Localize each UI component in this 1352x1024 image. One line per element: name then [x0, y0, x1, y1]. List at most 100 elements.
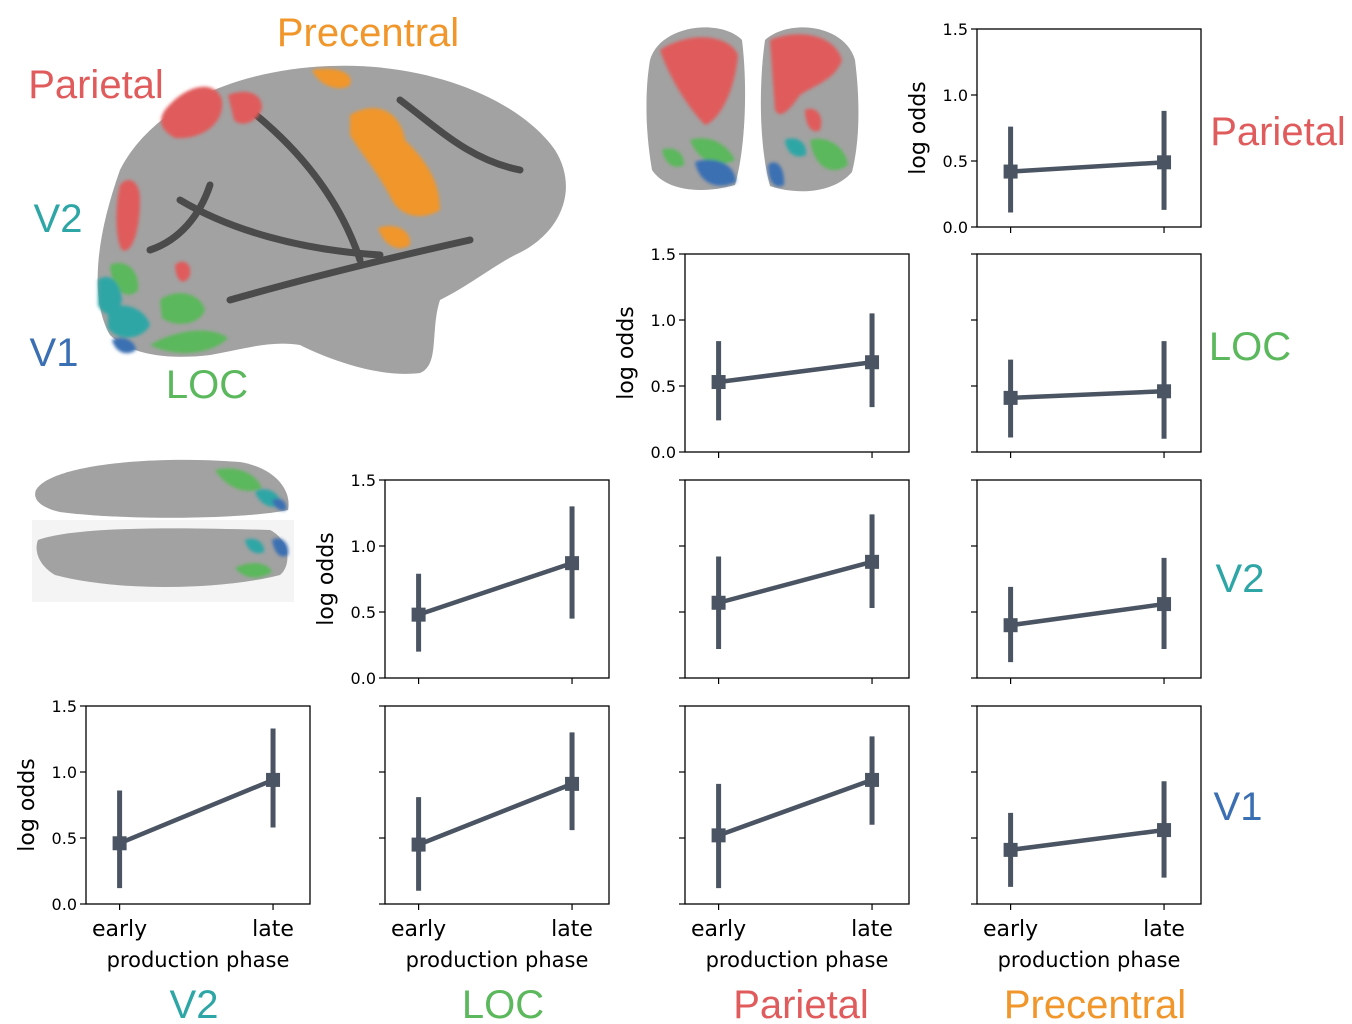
data-point-late [865, 772, 880, 787]
posterior-brain-image [646, 27, 859, 192]
series-line [1010, 160, 1165, 174]
row-label-v2: V2 [1216, 557, 1265, 601]
y-tick-label: 0.5 [651, 377, 676, 396]
panel-frame [384, 479, 610, 679]
x-axis-label: production phase [406, 948, 589, 972]
row-label-loc: LOC [1209, 325, 1291, 369]
panel-frame [85, 705, 311, 905]
y-tick-label: 0.0 [351, 669, 376, 688]
y-axis-label: log odds [314, 532, 339, 625]
y-tick-label: 0.5 [943, 152, 968, 171]
ventral-brain-image [32, 459, 294, 602]
y-tick-label: 1.5 [52, 697, 77, 716]
y-tick-label: 0.0 [52, 895, 77, 914]
y-axis-label: log odds [614, 306, 639, 399]
panel-frame [976, 253, 1202, 453]
series-line [1010, 389, 1165, 401]
x-tick-label: late [851, 917, 893, 942]
panel-frame [976, 705, 1202, 905]
panel-frame [684, 479, 910, 679]
y-tick-label: 1.5 [943, 20, 968, 39]
x-tick-label: early [983, 917, 1038, 942]
panel-v2-precentral [971, 479, 1202, 684]
col-label-precentral: Precentral [1004, 983, 1186, 1024]
y-tick-label: 1.0 [52, 763, 77, 782]
data-point-early [711, 595, 726, 610]
x-axis-label: production phase [998, 948, 1181, 972]
y-tick-label: 1.5 [351, 471, 376, 490]
data-point-early [1003, 390, 1018, 405]
data-point-early [112, 836, 127, 851]
data-point-late [266, 772, 281, 787]
lateral-brain-texture [97, 65, 566, 374]
panel-v1-precentral: early late production phase [971, 705, 1202, 972]
col-label-parietal: Parietal [733, 983, 869, 1024]
y-tick-label: 0.0 [943, 218, 968, 237]
row-label-v1: V1 [1214, 785, 1263, 829]
x-axis-label: production phase [706, 948, 889, 972]
panel-grid: 0.0 0.5 1.0 1.5 log odds 0.0 0.5 1.0 1.5 log odds… [15, 20, 1202, 972]
data-point-early [711, 828, 726, 843]
data-point-late [865, 554, 880, 569]
y-tick-label: 0.0 [651, 443, 676, 462]
data-point-early [411, 837, 426, 852]
col-label-v2: V2 [170, 983, 219, 1024]
x-axis-label: production phase [107, 948, 290, 972]
y-tick-label: 0.5 [351, 603, 376, 622]
panel-loc-precentral [971, 253, 1202, 458]
data-point-early [411, 607, 426, 622]
data-point-late [1157, 384, 1172, 399]
brain-label-parietal: Parietal [28, 63, 164, 107]
series-line [717, 777, 873, 838]
series-line [718, 559, 873, 605]
data-point-late [565, 556, 580, 571]
series-line [118, 777, 274, 846]
panel-frame [684, 705, 910, 905]
data-point-early [1003, 618, 1018, 633]
brain-label-precentral: Precentral [277, 11, 459, 55]
series-line [1010, 827, 1165, 853]
panel-frame [684, 253, 910, 453]
y-tick-label: 1.0 [351, 537, 376, 556]
y-tick-label: 1.0 [651, 311, 676, 330]
x-tick-label: late [1143, 917, 1185, 942]
data-point-late [1157, 823, 1172, 838]
panel-v2-loc: 0.0 0.5 1.0 1.5 log odds [314, 471, 610, 688]
data-point-late [1157, 597, 1172, 612]
panel-parietal-precentral: 0.0 0.5 1.0 1.5 log odds [906, 20, 1202, 237]
panel-frame [976, 28, 1202, 228]
data-point-late [865, 355, 880, 370]
panel-v1-v2: 0.0 0.5 1.0 1.5 log odds early late production … [15, 697, 311, 972]
x-tick-label: late [551, 917, 593, 942]
lateral-roi-patches [98, 68, 440, 354]
x-tick-label: early [691, 917, 746, 942]
data-point-early [1003, 842, 1018, 857]
lateral-brain-sulci [146, 96, 524, 304]
y-axis-label: log odds [906, 81, 931, 174]
col-label-loc: LOC [462, 983, 544, 1024]
y-tick-label: 1.5 [651, 245, 676, 264]
y-axis-label: log odds [15, 758, 40, 851]
panel-v1-loc: early late production phase [379, 705, 610, 972]
data-point-late [565, 776, 580, 791]
x-tick-label: early [391, 917, 446, 942]
x-tick-label: late [252, 917, 294, 942]
panel-v1-parietal: early late production phase [679, 705, 910, 972]
lateral-brain-image [97, 65, 566, 374]
series-line [417, 561, 573, 617]
brain-label-v2: V2 [34, 197, 83, 241]
series-line [718, 360, 873, 385]
data-point-late [1157, 155, 1172, 170]
brain-label-loc: LOC [166, 363, 248, 407]
brain-label-v1: V1 [30, 331, 79, 375]
data-point-early [711, 375, 726, 390]
panel-frame [976, 479, 1202, 679]
panel-loc-parietal: 0.0 0.5 1.0 1.5 log odds [614, 245, 910, 462]
series-line [1010, 601, 1165, 628]
y-tick-label: 1.0 [943, 86, 968, 105]
row-label-parietal: Parietal [1210, 110, 1346, 154]
panel-frame [384, 705, 610, 905]
series-line [417, 781, 573, 847]
x-tick-label: early [92, 917, 147, 942]
